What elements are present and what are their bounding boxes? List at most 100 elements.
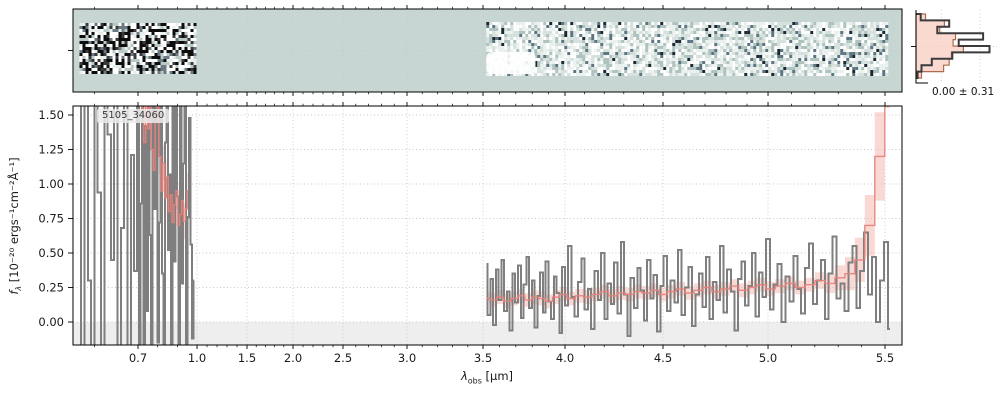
noise-cell (885, 28, 889, 31)
noise-cell (534, 64, 538, 67)
noise-cell (178, 65, 182, 68)
noise-cell (666, 70, 670, 73)
noise-cell (708, 28, 712, 31)
noise-cell (861, 70, 865, 73)
noise-cell (678, 28, 682, 31)
noise-cell (783, 49, 787, 52)
noise-cell (139, 68, 143, 71)
noise-cell (154, 41, 158, 44)
noise-cell (675, 37, 679, 40)
noise-cell (741, 28, 745, 31)
noise-cell (747, 28, 751, 31)
noise-cell (858, 43, 862, 46)
noise-cell (190, 65, 194, 68)
noise-cell (124, 44, 128, 47)
noise-cell (648, 55, 652, 58)
noise-cell (88, 68, 92, 71)
noise-cell (118, 59, 122, 62)
noise-cell (543, 43, 547, 46)
y-tick-label: 0.00 (38, 315, 64, 329)
noise-cell (82, 23, 86, 26)
noise-cell (876, 70, 880, 73)
noise-cell (675, 49, 679, 52)
noise-cell (858, 61, 862, 64)
noise-cell (774, 37, 778, 40)
noise-cell (816, 64, 820, 67)
noise-cell (807, 52, 811, 55)
noise-cell (822, 40, 826, 43)
noise-cell (882, 58, 886, 61)
noise-cell (85, 62, 89, 65)
2d-noise-layer (79, 22, 889, 76)
noise-cell (648, 31, 652, 34)
noise-cell (786, 49, 790, 52)
noise-cell (624, 73, 628, 76)
model-line (141, 106, 189, 227)
noise-cell (744, 22, 748, 25)
noise-cell (600, 55, 604, 58)
noise-cell (82, 65, 86, 68)
noise-cell (112, 68, 116, 71)
noise-cell (879, 37, 883, 40)
noise-cell (654, 67, 658, 70)
noise-cell (660, 22, 664, 25)
noise-cell (801, 43, 805, 46)
noise-cell (768, 67, 772, 70)
noise-cell (157, 32, 161, 35)
noise-cell (115, 38, 119, 41)
noise-cell (573, 61, 577, 64)
noise-cell (636, 28, 640, 31)
noise-cell (846, 55, 850, 58)
noise-cell (831, 70, 835, 73)
noise-cell (627, 52, 631, 55)
noise-cell (579, 67, 583, 70)
noise-cell (558, 70, 562, 73)
noise-cell (795, 58, 799, 61)
noise-cell (882, 52, 886, 55)
noise-cell (870, 61, 874, 64)
noise-cell (618, 61, 622, 64)
noise-cell (175, 35, 179, 38)
noise-cell (885, 55, 889, 58)
noise-cell (636, 49, 640, 52)
noise-cell (169, 23, 173, 26)
noise-cell (594, 64, 598, 67)
noise-cell (756, 25, 760, 28)
noise-cell (849, 31, 853, 34)
noise-cell (834, 55, 838, 58)
noise-cell (106, 47, 110, 50)
noise-cell (567, 49, 571, 52)
noise-cell (522, 31, 526, 34)
noise-cell (97, 32, 101, 35)
noise-cell (609, 67, 613, 70)
noise-cell (702, 37, 706, 40)
noise-cell (549, 49, 553, 52)
noise-cell (708, 49, 712, 52)
noise-cell (849, 40, 853, 43)
noise-cell (843, 61, 847, 64)
noise-cell (822, 55, 826, 58)
noise-cell (678, 55, 682, 58)
noise-cell (103, 65, 107, 68)
noise-cell (121, 47, 125, 50)
noise-cell (609, 22, 613, 25)
noise-cell (639, 73, 643, 76)
noise-cell (837, 73, 841, 76)
noise-cell (507, 31, 511, 34)
noise-cell (534, 43, 538, 46)
noise-cell (768, 49, 772, 52)
noise-cell (843, 73, 847, 76)
noise-cell (615, 22, 619, 25)
noise-cell (675, 61, 679, 64)
noise-cell (678, 73, 682, 76)
noise-cell (855, 70, 859, 73)
x-axis-unit: [μm] (481, 369, 514, 383)
noise-cell (145, 68, 149, 71)
noise-cell (867, 52, 871, 55)
noise-cell (621, 46, 625, 49)
noise-cell (816, 43, 820, 46)
noise-cell (154, 59, 158, 62)
noise-cell (513, 49, 517, 52)
noise-cell (112, 41, 116, 44)
noise-cell (873, 46, 877, 49)
